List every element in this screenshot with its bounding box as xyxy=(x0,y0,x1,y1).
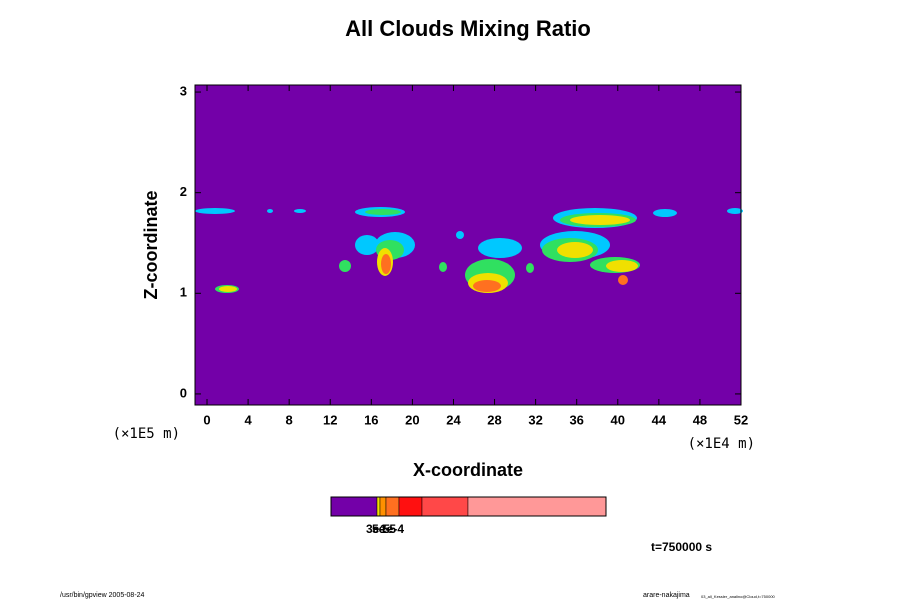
colorbar-segment xyxy=(385,496,400,517)
chart-title: All Clouds Mixing Ratio xyxy=(345,16,591,41)
x-tick-label: 8 xyxy=(286,412,293,427)
colorbar-segment xyxy=(467,496,607,517)
cloud-field xyxy=(195,207,743,293)
x-tick-label: 48 xyxy=(693,412,707,427)
x-tick-label: 32 xyxy=(528,412,542,427)
plot-area xyxy=(195,85,741,405)
x-tick-label: 24 xyxy=(446,412,461,427)
colorbar-segment xyxy=(330,496,378,517)
time-label: t=750000 s xyxy=(651,540,712,554)
x-tick-label: 20 xyxy=(405,412,419,427)
y-tick-label: 2 xyxy=(180,184,187,199)
x-tick-label: 44 xyxy=(652,412,667,427)
y-tick-label: 1 xyxy=(180,285,187,300)
x-tick-label: 40 xyxy=(611,412,625,427)
y-tick-label: 0 xyxy=(180,385,187,400)
footer-left: /usr/bin/gpview 2005-08-24 xyxy=(60,592,145,599)
colorbar-segment xyxy=(376,496,381,517)
x-tick-label: 28 xyxy=(487,412,501,427)
x-tick-label: 0 xyxy=(203,412,210,427)
x-unit: (×1E4 m) xyxy=(688,436,755,452)
x-tick-label: 4 xyxy=(244,412,252,427)
colorbar-segment xyxy=(421,496,469,517)
footer-right: arare-nakajima xyxy=(643,592,690,599)
colorbar-segment xyxy=(379,496,387,517)
x-tick-label: 12 xyxy=(323,412,337,427)
x-axis-label: X-coordinate xyxy=(413,460,523,480)
x-tick-label: 52 xyxy=(734,412,748,427)
colorbar-label: 3e-5 xyxy=(366,522,390,536)
y-tick-label: 3 xyxy=(180,83,187,98)
colorbar-label: 1e-4 xyxy=(380,522,404,536)
colorbar-segment xyxy=(398,496,423,517)
x-tick-label: 36 xyxy=(569,412,583,427)
footer-right-small: 03_all_Kessler_analino@Cloud,t=750000 xyxy=(701,594,776,599)
colorbar-frame xyxy=(330,496,607,517)
colorbar: 3e-55e-51e-4 xyxy=(330,496,607,536)
plot-frame xyxy=(194,84,742,406)
x-tick-label: 16 xyxy=(364,412,378,427)
y-axis-label: Z-coordinate xyxy=(141,190,161,299)
y-unit: (×1E5 m) xyxy=(113,426,180,442)
colorbar-label: 5e-5 xyxy=(372,522,396,536)
